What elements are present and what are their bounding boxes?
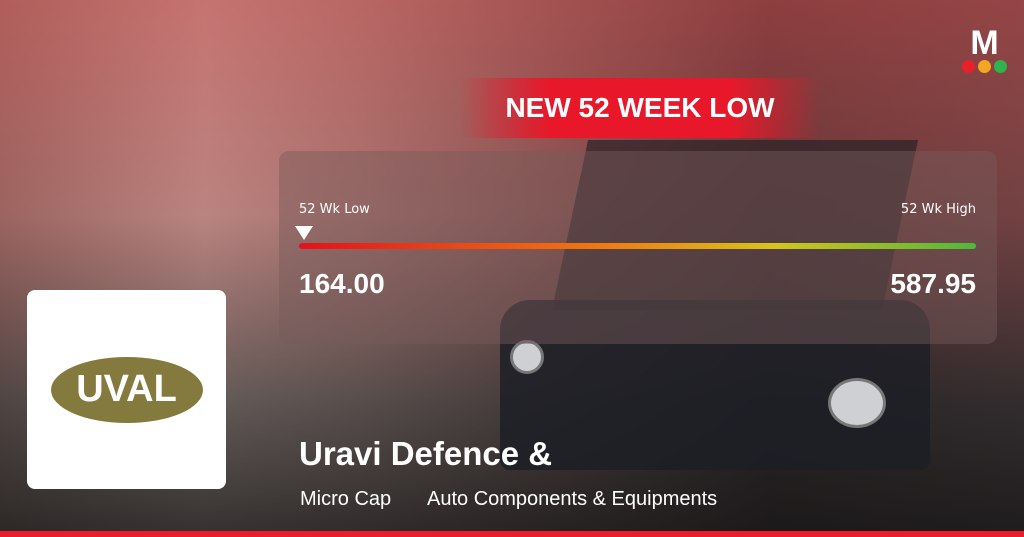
yellow-dot-icon xyxy=(978,60,991,73)
headlight xyxy=(828,378,886,428)
company-logo: UVAL xyxy=(50,356,203,423)
52-week-low-banner: NEW 52 WEEK LOW xyxy=(460,78,820,138)
sector: Auto Components & Equipments xyxy=(427,488,718,510)
low-value: 164.00 xyxy=(299,268,385,299)
company-name: Uravi Defence & xyxy=(299,435,553,472)
current-price-marker-icon xyxy=(295,226,313,240)
red-dot-icon xyxy=(962,60,975,73)
bottom-accent-bar xyxy=(0,531,1024,537)
headlight xyxy=(510,340,544,374)
low-label: 52 Wk Low xyxy=(299,202,370,217)
range-bar xyxy=(299,243,976,249)
brand-logo: M xyxy=(962,24,1007,73)
green-dot-icon xyxy=(994,60,1007,73)
logo-letter: M xyxy=(970,24,999,62)
company-logo-card: UVAL xyxy=(27,290,226,489)
high-label: 52 Wk High xyxy=(900,202,976,217)
market-cap: Micro Cap xyxy=(300,488,392,510)
high-value: 587.95 xyxy=(890,268,976,299)
